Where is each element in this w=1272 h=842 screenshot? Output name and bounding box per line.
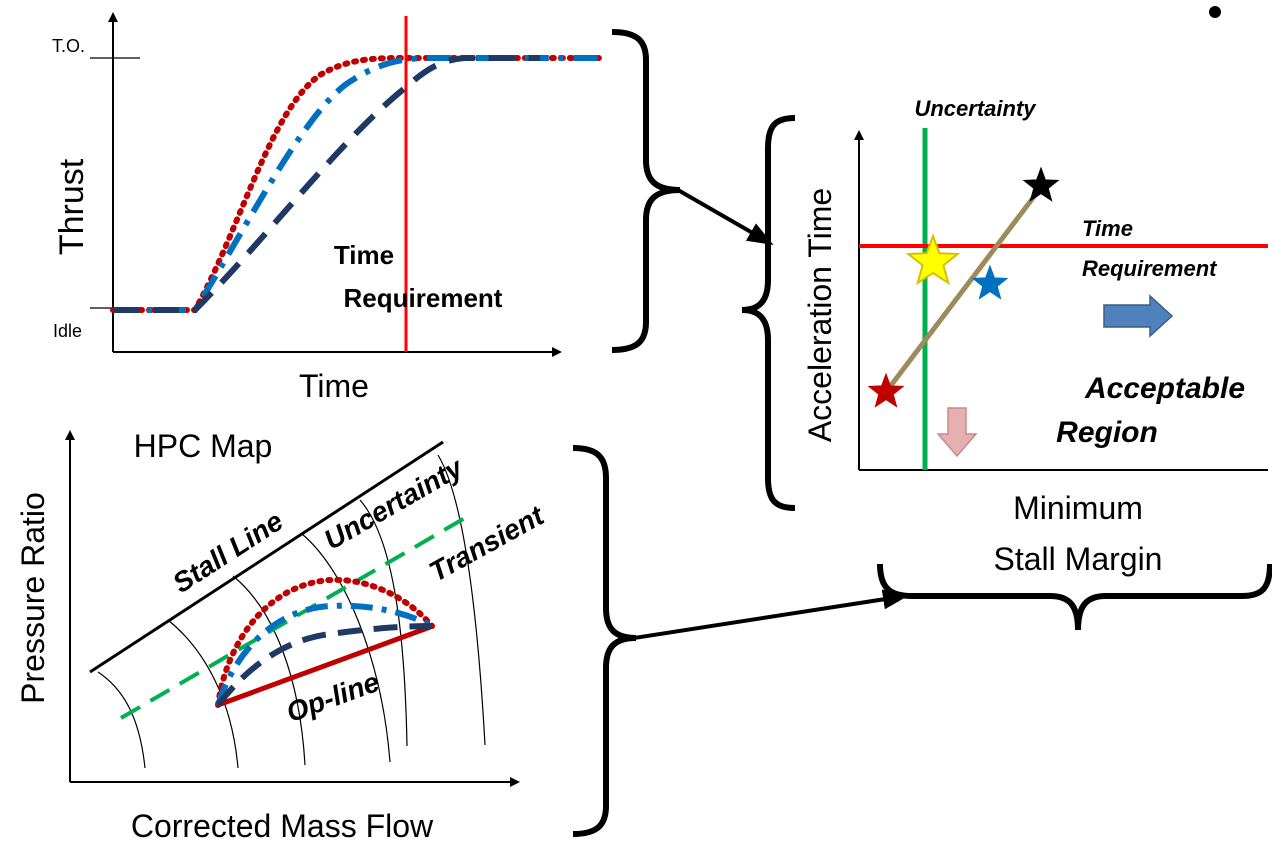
thrust-y-label: Thrust bbox=[53, 158, 91, 255]
result-panel: Acceleration Time Minimum Stall Margin U… bbox=[741, 96, 1272, 631]
transient-red-dotted bbox=[215, 576, 435, 708]
uncertainty-curve-label: Uncertainty bbox=[319, 451, 469, 556]
idle-label: Idle bbox=[53, 321, 82, 341]
thrust-x-label: Time bbox=[299, 368, 369, 404]
stall-line bbox=[89, 440, 444, 674]
hpc-brace bbox=[572, 445, 637, 837]
time-req-h-label-2: Requirement bbox=[1082, 256, 1218, 281]
uncertainty-label: Uncertainty bbox=[914, 96, 1037, 121]
thrust-curve-navy-dashed bbox=[113, 55, 540, 313]
star-icon bbox=[971, 264, 1009, 300]
result-left-brace bbox=[741, 115, 796, 511]
to-label: T.O. bbox=[52, 36, 85, 56]
right-arrow-icon bbox=[1103, 294, 1174, 338]
acceptable-label-1: Acceptable bbox=[1084, 372, 1245, 405]
result-x-label-1: Minimum bbox=[1013, 490, 1143, 526]
result-x-label-2: Stall Margin bbox=[994, 541, 1163, 577]
bullet-icon bbox=[1209, 6, 1221, 18]
acceptable-label-2: Region bbox=[1056, 416, 1158, 449]
trend-line bbox=[884, 184, 1044, 394]
star-icon bbox=[867, 372, 905, 408]
thrust-to-result-arrow bbox=[677, 188, 774, 245]
speed-line bbox=[167, 619, 239, 769]
thrust-panel: T.O. Idle Thrust Time Time Requirement bbox=[52, 12, 603, 404]
down-arrow-icon bbox=[936, 407, 978, 458]
transient-blue-dashdot bbox=[215, 602, 434, 706]
thrust-curve-red-dotted bbox=[110, 55, 603, 313]
speed-line bbox=[301, 533, 391, 763]
transient-navy-dashed bbox=[215, 623, 433, 707]
transient-label: Transient bbox=[424, 499, 550, 588]
time-req-label-2: Requirement bbox=[344, 283, 503, 313]
hpc-to-result-arrow bbox=[633, 589, 909, 640]
speed-line bbox=[97, 671, 146, 769]
star-icon bbox=[1022, 166, 1060, 202]
speed-line bbox=[437, 454, 486, 746]
thrust-curve-blue-dashdot bbox=[113, 55, 600, 313]
stall-line-label: Stall Line bbox=[167, 505, 288, 599]
result-y-label: Acceleration Time bbox=[802, 188, 838, 442]
thrust-brace bbox=[611, 29, 681, 353]
hpc-y-label: Pressure Ratio bbox=[15, 492, 51, 704]
op-line bbox=[217, 623, 434, 708]
hpc-x-label: Corrected Mass Flow bbox=[131, 808, 434, 842]
time-req-label-1: Time bbox=[334, 240, 394, 270]
star-icon bbox=[905, 233, 961, 286]
time-req-h-label-1: Time bbox=[1082, 216, 1133, 241]
hpc-title: HPC Map bbox=[134, 428, 273, 464]
